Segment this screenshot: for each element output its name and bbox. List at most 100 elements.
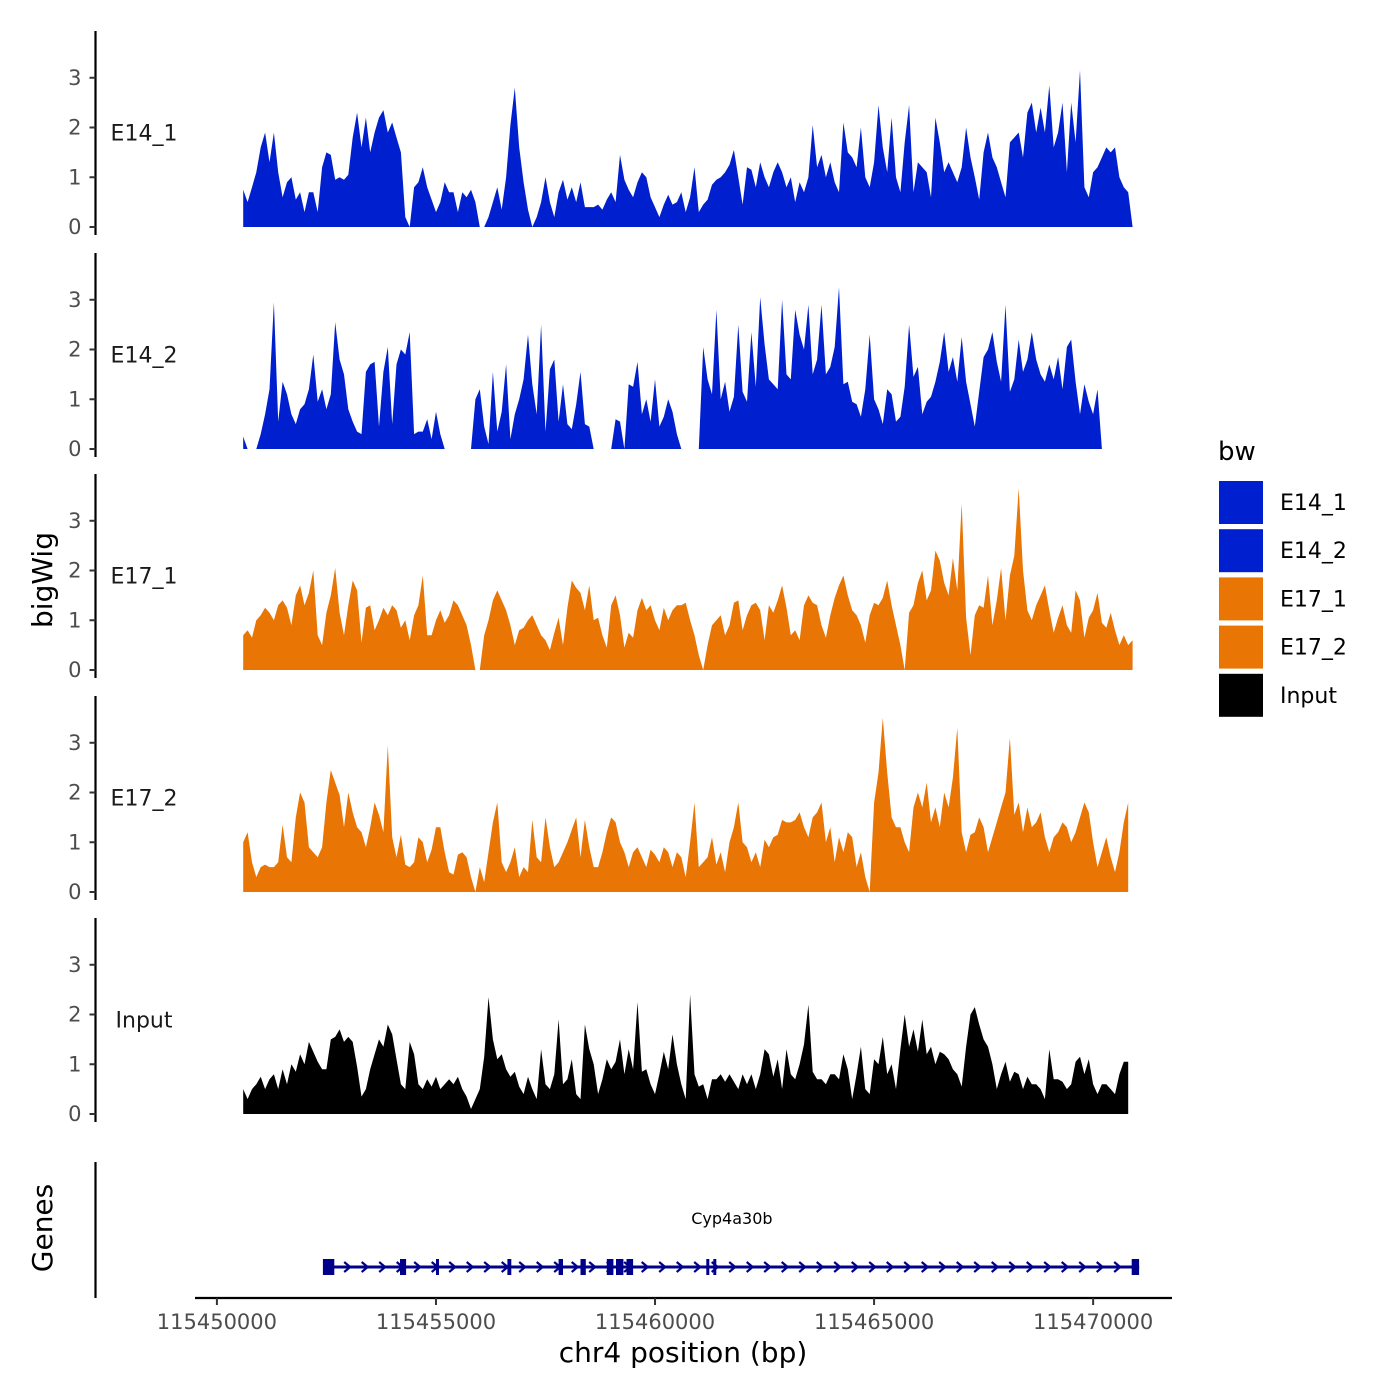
strand-arrow bbox=[658, 1261, 667, 1273]
track-label-e14-2: E14_2 bbox=[111, 344, 178, 369]
y-tick-label: 2 bbox=[68, 116, 81, 140]
area-e17-1-segment-4 bbox=[904, 488, 1133, 670]
strand-arrow bbox=[483, 1261, 492, 1273]
y-tick-label: 2 bbox=[68, 338, 81, 362]
y-tick-label: 2 bbox=[68, 559, 81, 583]
track-label-e17-1: E17_1 bbox=[111, 565, 178, 590]
track-label-input: Input bbox=[116, 1009, 173, 1034]
strand-arrow bbox=[815, 1261, 825, 1273]
strand-arrow bbox=[465, 1261, 475, 1273]
strand-arrow bbox=[990, 1261, 1000, 1273]
strand-arrow bbox=[938, 1261, 947, 1273]
y-axis-title: bigWig bbox=[26, 532, 59, 628]
area-e17-1-segment-2 bbox=[479, 580, 704, 670]
legend: bw E14_1 E14_2 E17_1 E17_2 Input bbox=[1218, 437, 1347, 717]
x-tick-label: 115460000 bbox=[595, 1310, 715, 1334]
x-axis-title: chr4 position (bp) bbox=[559, 1336, 808, 1369]
track-e17-2: 0 1 2 3 E17_2 bbox=[68, 696, 1129, 904]
strand-arrow bbox=[903, 1261, 912, 1273]
strand-arrow bbox=[1113, 1261, 1122, 1273]
gene-exon bbox=[626, 1259, 634, 1275]
y-tick-label: 1 bbox=[68, 830, 81, 854]
strand-arrow bbox=[1025, 1261, 1035, 1273]
track-e14-1: 0 1 2 3 E14_1 bbox=[68, 31, 1133, 239]
strand-arrow bbox=[535, 1261, 545, 1273]
strand-arrow bbox=[1078, 1261, 1087, 1273]
strand-arrow bbox=[1095, 1261, 1105, 1273]
gene-exon bbox=[400, 1259, 407, 1275]
strand-arrow bbox=[378, 1261, 387, 1273]
track-e17-1: 0 1 2 3 E17_1 bbox=[68, 474, 1133, 682]
legend-label: E17_1 bbox=[1280, 587, 1347, 612]
y-tick-label: 0 bbox=[68, 437, 81, 461]
x-axis: 115450000 115455000 115460000 115465000 1154… bbox=[157, 1296, 1172, 1334]
strand-arrow bbox=[850, 1261, 860, 1273]
legend-swatch-e14-2 bbox=[1219, 529, 1263, 573]
strand-arrow bbox=[640, 1261, 650, 1273]
gene-exon bbox=[507, 1259, 512, 1275]
strand-arrow bbox=[780, 1261, 790, 1273]
y-tick-label: 1 bbox=[68, 1052, 81, 1076]
gene-panel: Genes Cyp4a30b bbox=[26, 1162, 1140, 1298]
y-tick-label: 0 bbox=[68, 215, 81, 239]
strand-arrow bbox=[763, 1261, 772, 1273]
strand-arrow bbox=[518, 1261, 527, 1273]
area-e14-2-segment-2 bbox=[256, 302, 445, 449]
strand-arrow bbox=[360, 1261, 370, 1273]
legend-label: E14_1 bbox=[1280, 491, 1347, 516]
legend-swatch-e17-1 bbox=[1219, 577, 1263, 621]
track-label-e17-2: E17_2 bbox=[111, 787, 178, 812]
strand-arrow bbox=[343, 1261, 352, 1273]
gene-exon bbox=[436, 1259, 439, 1275]
coverage-tracks: 0 1 2 3 E14_1 0 1 2 3 E14_2 0 1 2 3 E17_1 0 1 2 3 E17_2 0 1 2 3… bbox=[68, 31, 1133, 1126]
y-tick-label: 3 bbox=[68, 66, 81, 90]
area-e14-1-segment-1 bbox=[243, 110, 480, 227]
area-e14-2-segment-3 bbox=[471, 324, 594, 449]
strand-arrow bbox=[570, 1261, 580, 1273]
strand-arrow bbox=[955, 1261, 965, 1273]
legend-swatch-e17-2 bbox=[1219, 625, 1263, 669]
y-tick-label: 1 bbox=[68, 387, 81, 411]
area-e14-2-segment-5 bbox=[698, 287, 1102, 449]
area-e17-1-segment-3 bbox=[703, 575, 905, 670]
y-tick-label: 3 bbox=[68, 953, 81, 977]
strand-arrow bbox=[973, 1261, 982, 1273]
legend-label: E17_2 bbox=[1280, 636, 1347, 661]
y-tick-label: 3 bbox=[68, 731, 81, 755]
gene-exon bbox=[606, 1259, 614, 1275]
strand-arrow bbox=[448, 1261, 457, 1273]
strand-arrow bbox=[920, 1261, 930, 1273]
legend-swatch-e14-1 bbox=[1219, 481, 1263, 524]
strand-arrow bbox=[1060, 1261, 1070, 1273]
area-e14-1-segment-3 bbox=[532, 70, 1133, 227]
gene-exon bbox=[558, 1259, 563, 1275]
strand-arrow bbox=[1043, 1261, 1052, 1273]
y-tick-label: 0 bbox=[68, 658, 81, 682]
gene-exon bbox=[1131, 1259, 1140, 1275]
strand-arrow bbox=[413, 1261, 422, 1273]
y-tick-label: 2 bbox=[68, 781, 81, 805]
area-input-segment-1 bbox=[243, 994, 1129, 1114]
strand-arrow bbox=[728, 1261, 737, 1273]
strand-arrow bbox=[868, 1261, 877, 1273]
gene-exon bbox=[322, 1259, 335, 1275]
area-e17-2-segment-1 bbox=[243, 717, 1129, 892]
x-tick-label: 115470000 bbox=[1033, 1310, 1153, 1334]
x-tick-label: 115455000 bbox=[376, 1310, 496, 1334]
strand-arrow bbox=[693, 1261, 702, 1273]
legend-label: Input bbox=[1280, 684, 1337, 709]
y-tick-label: 0 bbox=[68, 1102, 81, 1126]
gene-exon bbox=[713, 1259, 717, 1275]
y-tick-label: 3 bbox=[68, 288, 81, 312]
y-tick-label: 1 bbox=[68, 608, 81, 632]
gene-exon bbox=[706, 1259, 710, 1275]
track-input: 0 1 2 3 Input bbox=[68, 918, 1129, 1126]
track-e14-2: 0 1 2 3 E14_2 bbox=[68, 253, 1102, 461]
y-tick-label: 3 bbox=[68, 509, 81, 533]
area-e17-1-segment-1 bbox=[243, 568, 476, 670]
x-tick-label: 115465000 bbox=[814, 1310, 934, 1334]
strand-arrow bbox=[798, 1261, 807, 1273]
strand-arrow bbox=[745, 1261, 755, 1273]
gene-model bbox=[322, 1259, 1140, 1275]
